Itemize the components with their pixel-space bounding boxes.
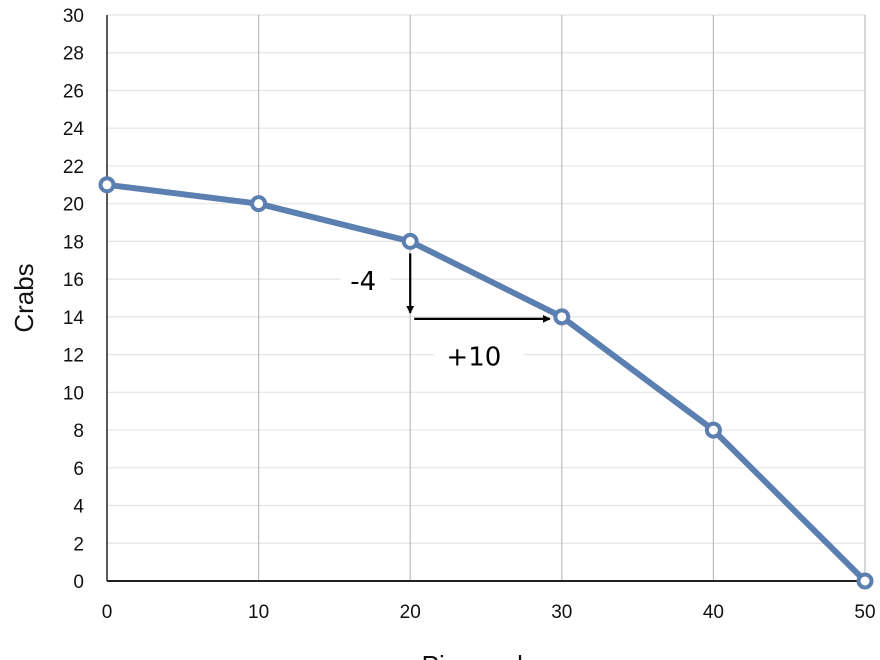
data-point (250, 195, 268, 213)
y-tick-label: 2 (73, 534, 84, 555)
y-tick-label: 12 (63, 346, 84, 367)
data-point (553, 308, 571, 326)
x-tick-label: 20 (400, 602, 421, 623)
data-point (98, 176, 116, 194)
x-tick-label: 50 (854, 602, 875, 623)
y-tick-label: 30 (63, 6, 84, 27)
axes (106, 15, 865, 582)
y-tick-label: 28 (63, 44, 84, 65)
x-tick-label: 30 (551, 602, 572, 623)
y-tick-label: 0 (73, 572, 84, 593)
data-point (704, 421, 722, 439)
x-axis-label: Pineapples (422, 650, 551, 660)
annotation-delta-y: -4 (350, 267, 376, 297)
annotation-bg (340, 263, 391, 300)
data-point (856, 572, 874, 590)
annotation-delta-x: +10 (446, 343, 501, 373)
y-tick-label: 16 (63, 270, 84, 291)
series (98, 176, 874, 590)
series-line (106, 181, 868, 584)
x-tick-label: 40 (703, 602, 724, 623)
data-point (401, 232, 419, 250)
grid (107, 14, 866, 581)
y-tick-label: 22 (63, 157, 84, 178)
y-tick-label: 4 (73, 497, 84, 518)
y-axis-label: Crabs (9, 263, 39, 332)
x-tick-label: 0 (102, 602, 113, 623)
y-tick-label: 14 (63, 308, 85, 329)
y-tick-label: 10 (63, 383, 84, 404)
y-tick-label: 24 (63, 119, 85, 140)
annotations: -4 +10 (340, 253, 551, 375)
y-tick-label: 20 (63, 195, 84, 216)
y-tick-label: 18 (63, 232, 84, 253)
y-tick-label: 6 (73, 459, 84, 480)
annotation-bg (434, 336, 525, 375)
x-tick-label: 10 (248, 602, 269, 623)
y-tick-label: 26 (63, 81, 84, 102)
y-tick-label: 8 (73, 421, 84, 442)
